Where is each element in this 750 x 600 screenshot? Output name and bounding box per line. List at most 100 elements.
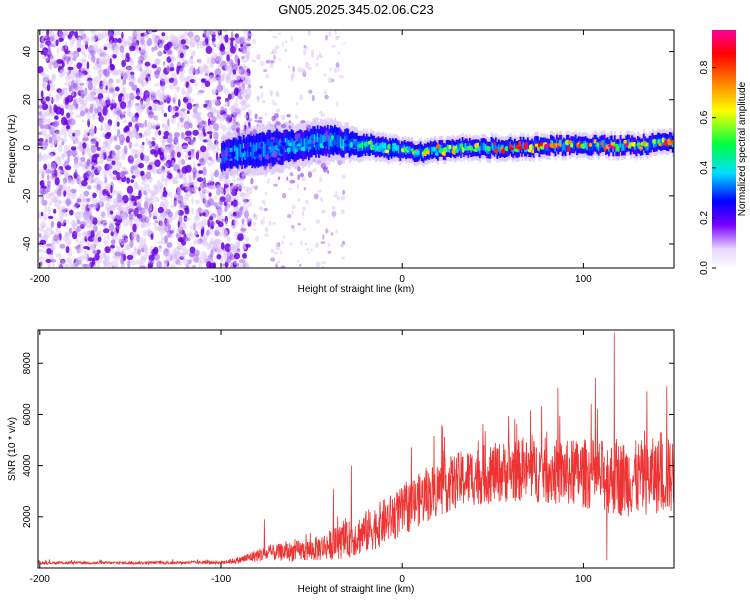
noise-blob bbox=[219, 199, 224, 206]
noise-blob bbox=[55, 226, 59, 232]
noise-blob bbox=[220, 242, 225, 250]
noise-blob bbox=[65, 263, 71, 268]
noise-blob bbox=[72, 263, 76, 268]
noise-blob bbox=[241, 99, 246, 105]
noise-blob bbox=[176, 187, 182, 193]
noise-blob bbox=[44, 140, 48, 149]
noise-blob bbox=[217, 61, 221, 71]
noise-blob bbox=[43, 163, 48, 170]
noise-blob bbox=[225, 220, 229, 227]
noise-blob bbox=[209, 228, 214, 235]
noise-blob bbox=[105, 33, 108, 37]
noise-blob bbox=[177, 171, 184, 175]
ridge-core bbox=[329, 133, 332, 147]
noise-blob bbox=[88, 197, 95, 202]
noise-blob bbox=[98, 127, 105, 131]
ridge-spot bbox=[636, 142, 641, 147]
noise-blob bbox=[209, 221, 216, 227]
y-tick-label: 4000 bbox=[22, 454, 33, 477]
noise-blob bbox=[216, 184, 222, 191]
noise-blob bbox=[84, 133, 88, 139]
noise-blob bbox=[237, 259, 241, 266]
noise-blob bbox=[265, 153, 270, 160]
noise-blob bbox=[245, 78, 251, 85]
noise-blob bbox=[105, 196, 112, 203]
noise-blob bbox=[205, 241, 209, 246]
noise-blob bbox=[259, 61, 265, 67]
noise-blob bbox=[139, 197, 143, 204]
noise-blob bbox=[180, 124, 185, 128]
noise-blob bbox=[191, 207, 194, 215]
noise-blob bbox=[81, 203, 88, 212]
noise-blob bbox=[53, 208, 57, 214]
noise-blob bbox=[205, 46, 213, 54]
noise-blob bbox=[146, 139, 150, 146]
noise-blob bbox=[45, 169, 52, 174]
noise-blob bbox=[208, 99, 213, 104]
noise-blob bbox=[165, 94, 172, 102]
colorbar-tick-label: 0.8 bbox=[699, 60, 710, 74]
noise-blob bbox=[133, 142, 139, 148]
noise-blob bbox=[47, 152, 54, 159]
noise-blob bbox=[284, 40, 288, 44]
noise-blob bbox=[198, 187, 201, 192]
noise-blob bbox=[161, 110, 165, 114]
noise-blob bbox=[177, 261, 183, 266]
ridge-spot bbox=[652, 138, 657, 145]
ridge-core bbox=[493, 144, 496, 153]
noise-blob bbox=[54, 177, 60, 186]
noise-blob bbox=[58, 145, 63, 153]
noise-blob bbox=[42, 80, 47, 89]
spectrogram-x-label: Height of straight line (km) bbox=[298, 284, 415, 295]
noise-blob bbox=[103, 172, 108, 178]
noise-blob bbox=[147, 207, 151, 214]
noise-blob bbox=[113, 135, 118, 142]
noise-blob bbox=[116, 150, 121, 156]
noise-blob bbox=[163, 186, 166, 194]
noise-blob bbox=[219, 122, 223, 130]
noise-blob bbox=[108, 223, 115, 232]
noise-blob bbox=[38, 226, 45, 232]
noise-blob bbox=[238, 85, 242, 92]
noise-blob bbox=[121, 31, 124, 39]
noise-blob bbox=[128, 111, 134, 117]
noise-blob bbox=[74, 202, 79, 207]
noise-blob bbox=[151, 103, 157, 112]
noise-blob bbox=[162, 81, 166, 86]
noise-blob bbox=[321, 261, 326, 265]
noise-blob bbox=[42, 73, 48, 79]
noise-blob bbox=[216, 254, 222, 260]
noise-blob bbox=[130, 179, 135, 184]
ridge-spot bbox=[448, 144, 452, 150]
ridge-spot bbox=[330, 135, 335, 140]
noise-blob bbox=[112, 54, 117, 59]
noise-blob bbox=[82, 136, 89, 142]
snr-x-label: Height of straight line (km) bbox=[298, 584, 415, 595]
noise-blob bbox=[263, 207, 268, 212]
ridge-spot bbox=[670, 140, 674, 145]
noise-blob bbox=[50, 220, 55, 228]
noise-blob bbox=[45, 226, 49, 231]
noise-blob bbox=[97, 230, 104, 237]
noise-blob bbox=[197, 66, 200, 75]
noise-blob bbox=[262, 100, 266, 104]
noise-blob bbox=[270, 136, 276, 141]
noise-blob bbox=[319, 111, 323, 114]
noise-blob bbox=[68, 51, 73, 56]
noise-blob bbox=[198, 256, 202, 265]
ridge-core bbox=[332, 135, 335, 148]
noise-blob bbox=[87, 93, 94, 102]
noise-blob bbox=[329, 67, 332, 72]
noise-blob bbox=[119, 113, 123, 120]
noise-blob bbox=[188, 122, 193, 129]
noise-blob bbox=[157, 224, 161, 231]
noise-blob bbox=[114, 144, 121, 151]
noise-blob bbox=[276, 157, 281, 161]
noise-blob bbox=[105, 240, 108, 246]
noise-blob bbox=[172, 200, 178, 208]
noise-blob bbox=[281, 192, 287, 199]
ridge-core bbox=[464, 143, 467, 151]
noise-blob bbox=[49, 61, 53, 65]
noise-blob bbox=[273, 54, 276, 60]
noise-blob bbox=[174, 194, 178, 199]
